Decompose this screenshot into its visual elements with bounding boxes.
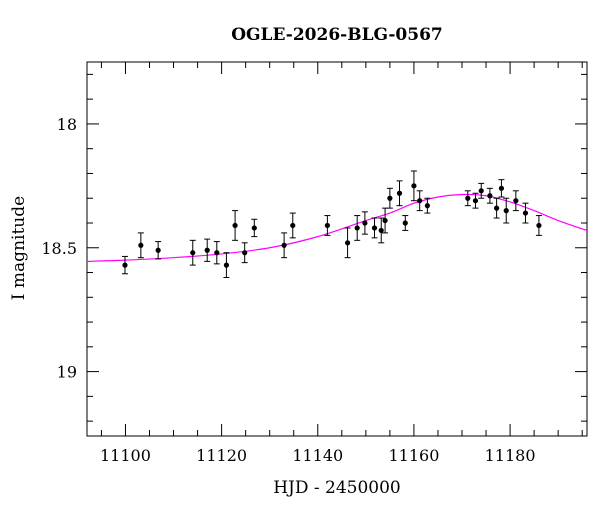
y-tick-label: 19 bbox=[57, 363, 77, 382]
data-point bbox=[344, 240, 351, 246]
model-curve bbox=[87, 193, 587, 262]
data-point bbox=[536, 222, 542, 229]
data-point bbox=[417, 198, 423, 204]
x-tick-label: 11120 bbox=[196, 446, 247, 465]
data-point bbox=[232, 222, 238, 229]
data-point bbox=[251, 225, 257, 231]
data-point bbox=[498, 185, 505, 191]
data-point bbox=[378, 227, 384, 234]
y-tick-label: 18.5 bbox=[41, 239, 77, 258]
x-axis-title: HJD - 2450000 bbox=[273, 478, 401, 498]
data-point bbox=[396, 190, 403, 196]
y-tick-label: 18 bbox=[57, 115, 77, 134]
data-point bbox=[281, 242, 287, 248]
data-point bbox=[362, 220, 368, 226]
plot-frame bbox=[86, 61, 588, 437]
data-point bbox=[242, 250, 248, 256]
data-point bbox=[190, 250, 196, 256]
data-point bbox=[290, 222, 296, 229]
x-tick-label: 11100 bbox=[100, 446, 151, 465]
data-point bbox=[155, 247, 161, 253]
data-point bbox=[214, 250, 220, 256]
data-point bbox=[204, 247, 210, 253]
data-point bbox=[223, 262, 230, 268]
data-point bbox=[503, 208, 509, 214]
x-tick-label: 11140 bbox=[292, 446, 343, 465]
plot-area: 11100 11120 11140 11160 11180 18 18.5 19 bbox=[41, 61, 588, 465]
data-point bbox=[465, 195, 471, 201]
chart-title: OGLE-2026-BLG-0567 bbox=[231, 25, 443, 45]
x-tick-label: 11180 bbox=[485, 446, 536, 465]
data-point bbox=[494, 205, 500, 211]
data-point bbox=[122, 262, 128, 268]
data-point bbox=[354, 225, 360, 231]
data-point bbox=[522, 210, 529, 216]
data-point bbox=[472, 198, 479, 204]
x-tick-label: 11160 bbox=[388, 446, 439, 465]
data-point bbox=[411, 183, 417, 189]
data-point bbox=[402, 220, 408, 226]
y-axis-title: I magnitude bbox=[9, 196, 29, 300]
data-point bbox=[324, 222, 330, 229]
data-point bbox=[513, 198, 519, 204]
data-point bbox=[487, 193, 493, 199]
data-point bbox=[138, 242, 144, 248]
data-point bbox=[371, 225, 378, 231]
data-point bbox=[387, 195, 393, 201]
data-point bbox=[424, 203, 430, 209]
data-point bbox=[478, 188, 484, 194]
data-point bbox=[382, 217, 388, 224]
